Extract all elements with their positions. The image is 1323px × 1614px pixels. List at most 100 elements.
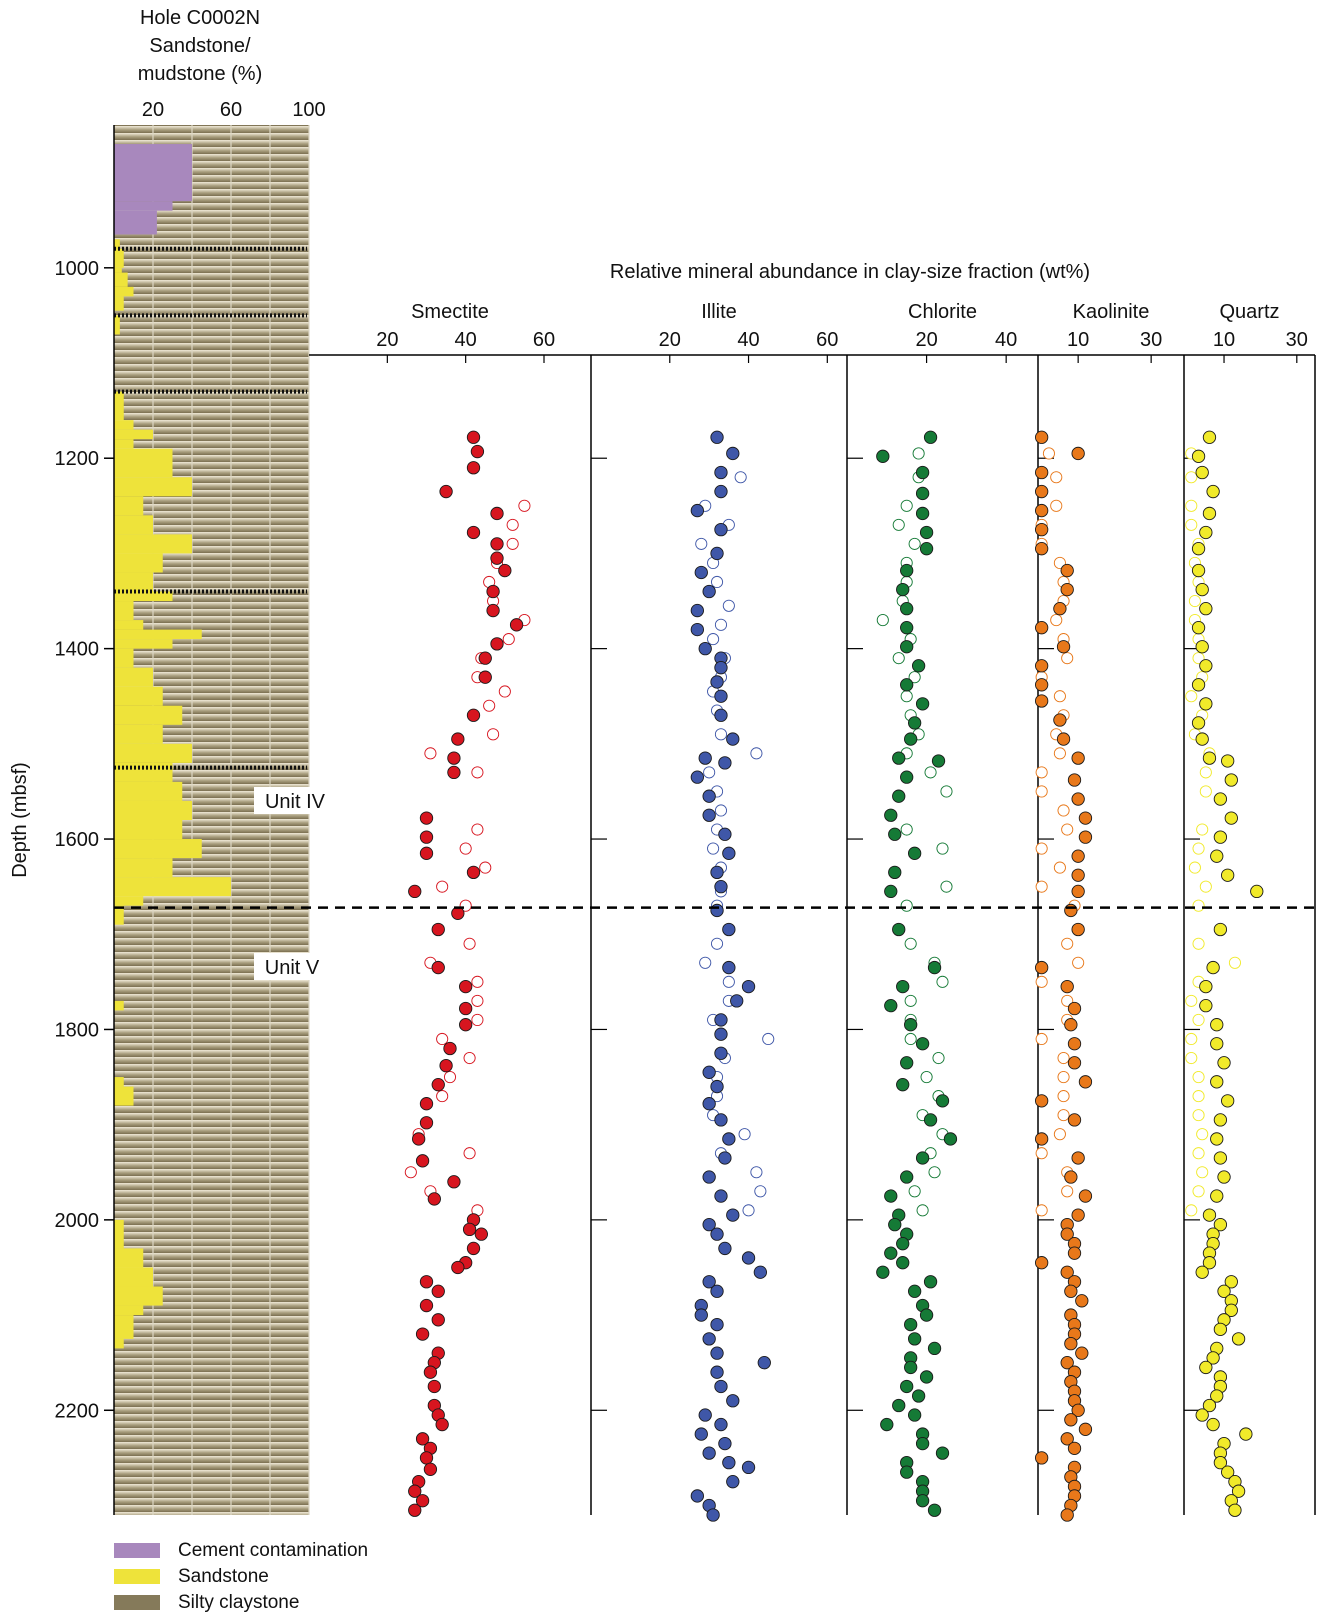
chlorite-point	[900, 1056, 914, 1070]
illite-point	[702, 1332, 716, 1346]
chlorite-point	[904, 1018, 918, 1032]
illite-point	[726, 1475, 740, 1489]
legend: Cement contamination Sandstone Silty cla…	[114, 1540, 368, 1613]
illite-point	[698, 1408, 712, 1422]
chlorite-point	[935, 1446, 950, 1460]
smectite-point	[451, 732, 465, 746]
quartz-point	[1210, 1018, 1224, 1032]
kaolinite-point	[1071, 849, 1085, 863]
illite-point	[702, 1446, 716, 1460]
sandstone-bar	[114, 429, 153, 440]
depth-tick-label: 2000	[55, 1210, 100, 1232]
hole-x-tick-label: 20	[142, 99, 164, 121]
smectite-point	[470, 444, 485, 459]
smectite-point	[478, 670, 492, 684]
dotted-horizons	[114, 246, 307, 770]
smectite-point	[419, 1116, 434, 1130]
chlorite-point	[884, 1189, 898, 1203]
chlorite-point	[896, 1237, 910, 1251]
quartz-point	[1213, 830, 1228, 844]
quartz-open-point	[1192, 1147, 1205, 1160]
smectite-point	[466, 865, 481, 880]
illite-point	[690, 603, 704, 618]
illite-point	[714, 879, 728, 894]
kaolinite-open-point	[1053, 747, 1066, 760]
illite-open-point	[750, 1166, 763, 1179]
quartz-point	[1191, 563, 1206, 578]
illite-point	[702, 1275, 716, 1289]
depth-tick-label: 1600	[55, 829, 100, 851]
illite-point	[722, 922, 736, 937]
illite-point	[702, 584, 716, 599]
kaolinite-point	[1035, 659, 1049, 673]
chlorite-point	[915, 465, 930, 480]
kaolinite-point	[1053, 601, 1067, 616]
illite-point	[714, 1417, 728, 1432]
quartz-open-point	[1199, 785, 1212, 798]
sandstone-bar	[114, 1077, 124, 1087]
sandstone-bar	[114, 1219, 124, 1249]
illite-point	[710, 675, 724, 689]
chlorite-point	[900, 621, 914, 635]
illite-open-point	[722, 599, 735, 612]
illite-point	[694, 1308, 708, 1322]
smectite-open-point	[471, 975, 484, 988]
sandstone-bar	[114, 515, 153, 535]
chlorite-point	[927, 1341, 942, 1356]
kaolinite-point	[1035, 1256, 1049, 1270]
chlorite-point	[919, 525, 934, 540]
quartz-point	[1195, 1408, 1209, 1422]
mineral-panels: Smectite 20 40 60 Illite 20 40 60 Chlorite 20 40 Ka…	[309, 301, 1316, 1522]
kaolinite-open-point	[1035, 785, 1048, 798]
smectite-point	[419, 1097, 434, 1111]
illite-point	[718, 827, 732, 841]
illite-point	[722, 1132, 736, 1146]
smectite-point	[419, 1451, 434, 1465]
kaolinite-point	[1035, 1094, 1049, 1108]
smectite-point	[412, 1132, 426, 1146]
sandstone-bar	[114, 1248, 144, 1268]
kaolinite-x-tick-label: 10	[1067, 329, 1089, 351]
quartz-point	[1217, 1170, 1231, 1184]
chlorite-open-point	[892, 652, 905, 665]
sandstone-bar	[114, 858, 173, 878]
chlorite-point	[880, 1417, 894, 1432]
sandstone-bar	[114, 267, 122, 273]
chlorite-open-point	[904, 1032, 917, 1046]
sandstone-bar	[114, 839, 202, 859]
sandstone-bar	[114, 1305, 144, 1316]
hole-panel: Hole C0002N Sandstone/ mudstone (%) 20 60…	[9, 7, 336, 1515]
kaolinite-point	[1075, 1346, 1089, 1360]
illite-point	[714, 689, 728, 703]
chlorite-point	[915, 506, 930, 521]
hole-title-line-2: Sandstone/	[149, 35, 251, 57]
quartz-open-point	[1192, 1071, 1205, 1084]
kaolinite-point	[1035, 465, 1049, 480]
chlorite-open-point	[936, 842, 949, 855]
kaolinite-open-point	[1035, 766, 1048, 779]
smectite-open-point	[436, 880, 449, 893]
chlorite-point	[907, 1284, 922, 1298]
kaolinite-point	[1078, 1189, 1093, 1203]
illite-point	[722, 846, 736, 860]
quartz-point	[1195, 582, 1209, 597]
chlorite-point	[911, 659, 926, 673]
quartz-point	[1224, 811, 1238, 825]
smectite-point	[447, 751, 461, 765]
legend-claystone-label: Silty claystone	[178, 1592, 299, 1613]
illite-point	[710, 1227, 724, 1241]
kaolinite-point	[1071, 868, 1085, 882]
quartz-point	[1221, 754, 1235, 768]
chlorite-open-point	[904, 937, 917, 950]
quartz-open-point	[1185, 1051, 1198, 1065]
illite-point	[710, 1317, 724, 1332]
chlorite-point	[915, 1037, 930, 1051]
kaolinite-point	[1078, 811, 1093, 825]
sandstone-bar	[114, 391, 124, 421]
kaolinite-point	[1071, 1151, 1085, 1165]
smectite-point	[466, 525, 481, 540]
unit-v-label-box	[254, 953, 330, 980]
quartz-point	[1250, 884, 1264, 899]
chlorite-point	[919, 542, 934, 556]
quartz-open-point	[1185, 499, 1198, 512]
